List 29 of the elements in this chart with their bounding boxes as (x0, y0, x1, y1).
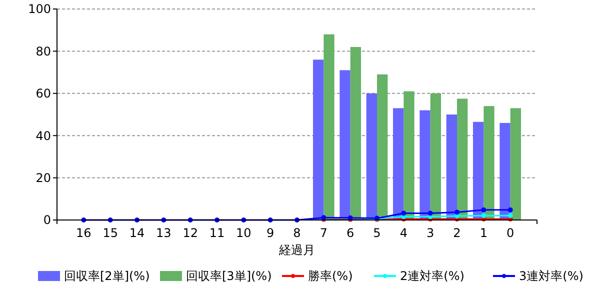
x-tick-label: 0 (506, 226, 514, 240)
x-tick-label: 4 (400, 226, 408, 240)
legend-label: 回収率[3単](%) (186, 269, 272, 284)
x-tick-label: 15 (102, 226, 118, 240)
legend-label: 2連対率(%) (400, 269, 464, 284)
y-tick-label: 20 (36, 171, 51, 185)
x-axis-title: 経過月 (278, 243, 315, 257)
legend-label: 勝率(%) (308, 269, 353, 284)
x-tick-label: 5 (373, 226, 381, 240)
x-tick-label: 9 (266, 226, 274, 240)
legend-label: 回収率[2単](%) (64, 269, 150, 284)
x-tick-label: 6 (346, 226, 354, 240)
y-tick-label: 60 (36, 86, 51, 101)
x-tick-label: 8 (293, 226, 301, 240)
x-tick-label: 14 (129, 226, 145, 240)
y-tick-label: 0 (43, 213, 51, 228)
x-tick-label: 13 (156, 226, 172, 240)
x-tick-label: 1 (480, 226, 488, 240)
x-tick-label: 3 (426, 226, 434, 240)
x-tick-label: 10 (236, 226, 252, 240)
x-tick-label: 16 (76, 226, 92, 240)
x-tick-label: 11 (209, 226, 225, 240)
legend-label: 3連対率(%) (519, 269, 584, 284)
y-tick-label: 40 (36, 128, 51, 143)
x-tick-label: 7 (320, 226, 328, 240)
y-tick-label: 80 (36, 44, 51, 58)
y-tick-label: 100 (28, 2, 51, 16)
x-tick-label: 2 (453, 226, 461, 240)
x-tick-label: 12 (182, 226, 198, 240)
